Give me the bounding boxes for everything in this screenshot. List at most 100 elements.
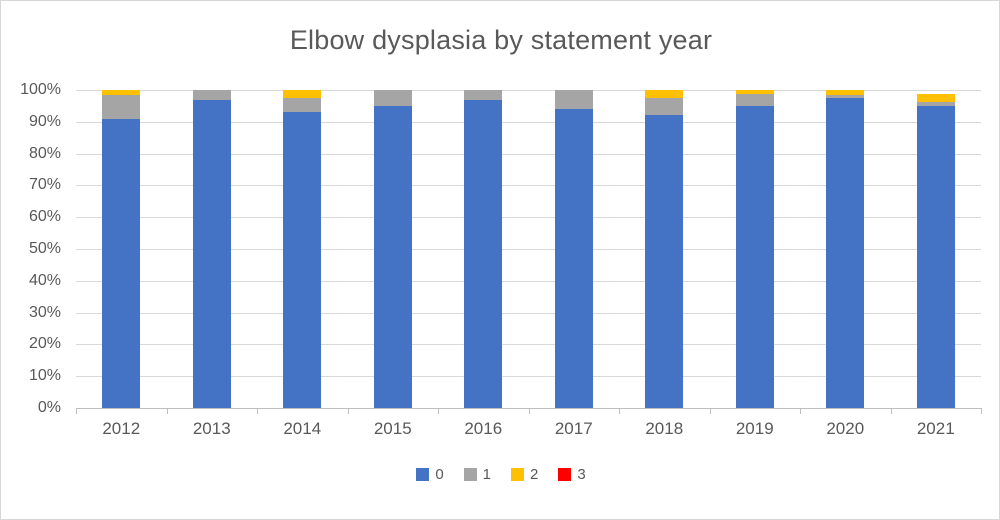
gridline: [76, 249, 981, 250]
x-axis-ticks: [76, 408, 982, 415]
legend-swatch-icon: [558, 468, 572, 481]
category-slot-2014: [257, 90, 348, 408]
legend-item-2: 2: [511, 466, 538, 483]
stacked-bar-2015: [373, 90, 412, 408]
category-slot-2021: [891, 90, 982, 408]
bar-segment-series-1: [102, 94, 141, 119]
y-axis-tick-label: 30%: [28, 303, 61, 321]
x-axis-tick: [528, 408, 530, 414]
category-slot-2013: [167, 90, 258, 408]
y-axis-tick-label: 60%: [28, 208, 61, 226]
legend-item-0: 0: [416, 466, 444, 483]
bar-segment-series-1: [464, 90, 503, 100]
x-axis-tick-label: 2013: [192, 419, 231, 438]
gridline: [76, 185, 981, 187]
x-axis-tick-label: 2020: [826, 419, 865, 438]
y-axis-tick-label: 10%: [28, 367, 61, 385]
x-axis-tick-label: 2018: [645, 419, 684, 438]
x-axis-tick: [619, 408, 620, 414]
legend-label: 1: [482, 466, 491, 483]
x-axis-tick-label: 2016: [464, 419, 503, 438]
x-axis-tick: [890, 408, 892, 414]
stacked-bar-2021: [916, 94, 955, 408]
gridline: [76, 90, 981, 91]
bar-segment-series-2: [916, 94, 955, 103]
bar-segment-series-2: [102, 90, 141, 95]
bar-segment-series-0: [916, 105, 955, 408]
gridline: [76, 121, 981, 123]
legend-label: 2: [530, 466, 539, 483]
bar-segment-series-1: [735, 93, 774, 106]
x-axis-tick: [166, 408, 168, 414]
category-slot-2019: [710, 90, 801, 408]
stacked-bar-2012: [102, 90, 141, 408]
y-axis-labels: 0% 10% 20% 30% 40% 50% 60% 70% 80% 90% 100%: [1, 81, 69, 416]
bar-segment-series-0: [192, 99, 231, 408]
bar-segment-series-1: [373, 90, 412, 106]
bar-segment-series-0: [102, 118, 141, 408]
stacked-bar-2016: [464, 90, 503, 408]
bar-segment-series-0: [554, 109, 593, 408]
bar-segment-series-0: [373, 105, 412, 408]
legend: 0 1 2 3: [1, 466, 999, 483]
x-axis-tick: [76, 408, 77, 414]
legend-swatch-icon: [416, 468, 430, 481]
gridline: [76, 312, 981, 314]
bar-segment-series-0: [283, 112, 322, 408]
bar-segment-series-2: [826, 90, 865, 95]
category-slot-2020: [800, 90, 891, 408]
y-axis-tick-label: 70%: [28, 176, 61, 194]
plot-area: [76, 90, 981, 409]
gridline: [76, 280, 981, 282]
bar-segment-series-1: [554, 90, 593, 110]
stacked-bar-2018: [645, 90, 684, 408]
y-axis-tick-label: 40%: [28, 271, 61, 289]
bar-segment-series-2: [283, 90, 322, 98]
bar-segment-series-0: [826, 97, 865, 408]
x-axis-tick-label: 2019: [735, 419, 774, 438]
y-axis-tick-label: 20%: [28, 335, 61, 353]
y-axis-tick-label: 0%: [37, 399, 61, 416]
x-axis-tick-label: 2017: [554, 419, 593, 438]
legend-swatch-icon: [463, 468, 477, 481]
x-axis-tick-label: 2012: [102, 419, 141, 438]
legend-item-1: 1: [463, 466, 491, 483]
bar-segment-series-2: [645, 90, 684, 98]
bar-segment-series-2: [735, 90, 774, 94]
bar-segment-series-0: [735, 105, 774, 408]
category-slot-2012: [76, 90, 167, 408]
category-slot-2017: [529, 90, 620, 408]
bar-segment-series-1: [645, 97, 684, 116]
x-axis-tick-label: 2021: [916, 419, 955, 438]
gridline: [76, 344, 981, 346]
gridline: [76, 376, 981, 378]
y-axis-tick-label: 100%: [20, 81, 61, 98]
gridline: [76, 217, 981, 219]
bar-segment-series-1: [916, 102, 955, 106]
legend-item-3: 3: [558, 466, 586, 483]
x-axis-tick: [800, 408, 801, 414]
x-axis-labels: 2012 2013 2014 2015 2016 2017 2018 2019 2020 2021: [76, 419, 981, 439]
bar-segment-series-1: [826, 94, 865, 98]
stacked-bar-2013: [192, 90, 231, 408]
chart-title: Elbow dysplasia by statement year: [289, 25, 713, 55]
legend-label: 0: [435, 466, 444, 483]
x-axis-tick: [257, 408, 258, 414]
bar-series: [76, 90, 981, 408]
stacked-bar-2019: [735, 90, 774, 408]
bar-segment-series-0: [464, 99, 503, 408]
stacked-bar-2014: [283, 90, 322, 408]
x-axis-tick: [981, 408, 982, 414]
category-slot-2015: [348, 90, 439, 408]
y-axis-tick-label: 50%: [28, 240, 61, 257]
y-axis-tick-label: 80%: [28, 144, 61, 162]
gridline: [76, 153, 981, 155]
x-axis-tick: [438, 408, 439, 414]
stacked-bar-2017: [554, 90, 593, 408]
bar-segment-series-1: [192, 90, 231, 100]
x-axis-tick: [709, 408, 711, 414]
bar-segment-series-0: [645, 115, 684, 408]
bar-segment-series-1: [283, 97, 322, 113]
category-slot-2018: [619, 90, 710, 408]
